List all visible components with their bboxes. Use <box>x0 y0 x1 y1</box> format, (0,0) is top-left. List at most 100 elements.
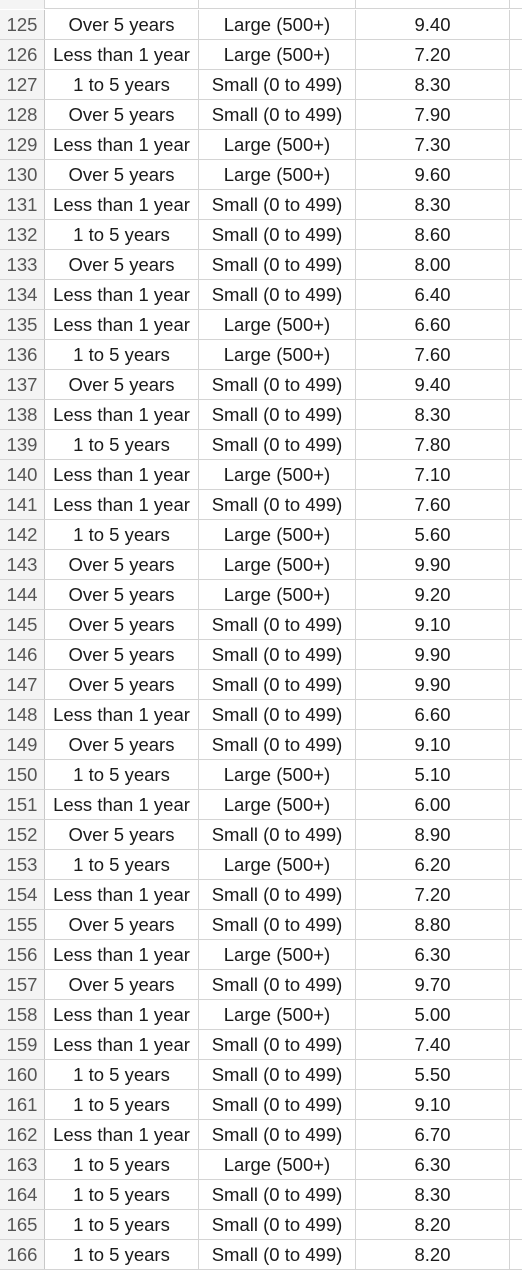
tenure-cell[interactable]: Over 5 years <box>45 250 199 279</box>
company-size-cell[interactable]: Small (0 to 499) <box>199 1180 356 1209</box>
score-cell[interactable]: 9.60 <box>356 160 510 189</box>
company-size-cell[interactable]: Small (0 to 499) <box>199 910 356 939</box>
empty-cell[interactable] <box>510 760 522 789</box>
row-number-header[interactable]: 148 <box>0 700 45 729</box>
row-number-header[interactable]: 136 <box>0 340 45 369</box>
empty-cell[interactable] <box>510 910 522 939</box>
row-number-header[interactable]: 127 <box>0 70 45 99</box>
company-size-cell[interactable]: Large (500+) <box>199 40 356 69</box>
row-number-header[interactable]: 161 <box>0 1090 45 1119</box>
tenure-cell[interactable]: Over 5 years <box>45 970 199 999</box>
company-size-cell[interactable]: Large (500+) <box>199 10 356 39</box>
empty-cell[interactable] <box>510 550 522 579</box>
company-size-cell[interactable]: Large (500+) <box>199 460 356 489</box>
empty-cell[interactable] <box>510 250 522 279</box>
company-size-cell[interactable]: Small (0 to 499) <box>199 610 356 639</box>
score-cell[interactable]: 5.10 <box>356 760 510 789</box>
tenure-cell[interactable]: Over 5 years <box>45 550 199 579</box>
row-number-header[interactable]: 154 <box>0 880 45 909</box>
company-size-cell[interactable]: Small (0 to 499) <box>199 1210 356 1239</box>
tenure-cell[interactable]: 1 to 5 years <box>45 760 199 789</box>
empty-cell[interactable] <box>510 1030 522 1059</box>
empty-cell[interactable] <box>510 670 522 699</box>
company-size-cell[interactable]: Small (0 to 499) <box>199 220 356 249</box>
empty-cell[interactable] <box>510 70 522 99</box>
score-cell[interactable]: 9.90 <box>356 640 510 669</box>
score-cell[interactable]: 6.60 <box>356 310 510 339</box>
tenure-cell[interactable]: 1 to 5 years <box>45 70 199 99</box>
tenure-cell[interactable]: Less than 1 year <box>45 1000 199 1029</box>
empty-cell[interactable] <box>510 1210 522 1239</box>
empty-cell[interactable] <box>510 880 522 909</box>
company-size-cell[interactable]: Small (0 to 499) <box>199 1090 356 1119</box>
empty-cell[interactable] <box>510 640 522 669</box>
empty-cell[interactable] <box>510 40 522 69</box>
score-cell[interactable]: 7.30 <box>356 130 510 159</box>
tenure-cell[interactable]: Less than 1 year <box>45 130 199 159</box>
score-cell[interactable]: 7.80 <box>356 430 510 459</box>
empty-cell[interactable] <box>510 1090 522 1119</box>
row-number-header[interactable]: 162 <box>0 1120 45 1149</box>
row-number-header[interactable]: 146 <box>0 640 45 669</box>
empty-cell[interactable] <box>510 280 522 309</box>
tenure-cell[interactable]: 1 to 5 years <box>45 430 199 459</box>
tenure-cell[interactable]: Over 5 years <box>45 910 199 939</box>
company-size-cell[interactable]: Small (0 to 499) <box>199 370 356 399</box>
row-number-header[interactable]: 150 <box>0 760 45 789</box>
tenure-cell[interactable]: Over 5 years <box>45 160 199 189</box>
score-cell[interactable]: 8.20 <box>356 1210 510 1239</box>
tenure-cell[interactable]: Over 5 years <box>45 370 199 399</box>
score-cell[interactable]: 8.30 <box>356 70 510 99</box>
company-size-cell[interactable]: Small (0 to 499) <box>199 1030 356 1059</box>
empty-cell[interactable] <box>510 1180 522 1209</box>
row-number-header[interactable]: 133 <box>0 250 45 279</box>
company-size-cell[interactable]: Large (500+) <box>199 790 356 819</box>
company-size-cell[interactable]: Small (0 to 499) <box>199 1120 356 1149</box>
empty-cell[interactable] <box>510 1060 522 1089</box>
company-size-cell[interactable]: Large (500+) <box>199 520 356 549</box>
row-number-header[interactable]: 137 <box>0 370 45 399</box>
row-number-header[interactable]: 152 <box>0 820 45 849</box>
company-size-cell[interactable]: Large (500+) <box>199 340 356 369</box>
row-number-header[interactable]: 130 <box>0 160 45 189</box>
row-number-header[interactable]: 132 <box>0 220 45 249</box>
score-cell[interactable]: 9.70 <box>356 970 510 999</box>
score-cell[interactable]: 8.00 <box>356 250 510 279</box>
row-number-header[interactable]: 143 <box>0 550 45 579</box>
company-size-cell[interactable]: Small (0 to 499) <box>199 970 356 999</box>
company-size-cell[interactable]: Large (500+) <box>199 940 356 969</box>
tenure-cell[interactable]: 1 to 5 years <box>45 1240 199 1269</box>
score-cell[interactable]: 9.10 <box>356 1090 510 1119</box>
tenure-cell[interactable]: Over 5 years <box>45 670 199 699</box>
score-cell[interactable]: 6.60 <box>356 700 510 729</box>
company-size-cell[interactable]: Small (0 to 499) <box>199 100 356 129</box>
row-number-header[interactable]: 131 <box>0 190 45 219</box>
company-size-cell[interactable]: Small (0 to 499) <box>199 490 356 519</box>
empty-cell[interactable] <box>510 850 522 879</box>
tenure-cell[interactable]: 1 to 5 years <box>45 220 199 249</box>
tenure-cell[interactable]: Less than 1 year <box>45 490 199 519</box>
company-size-cell[interactable]: Large (500+) <box>199 850 356 879</box>
empty-cell[interactable] <box>510 160 522 189</box>
score-cell[interactable]: 9.20 <box>356 580 510 609</box>
tenure-cell[interactable]: Over 5 years <box>45 820 199 849</box>
company-size-cell[interactable]: Large (500+) <box>199 1150 356 1179</box>
row-number-header[interactable]: 128 <box>0 100 45 129</box>
empty-cell[interactable] <box>510 790 522 819</box>
score-cell[interactable]: 7.60 <box>356 490 510 519</box>
company-size-cell[interactable]: Large (500+) <box>199 550 356 579</box>
empty-cell[interactable] <box>510 610 522 639</box>
empty-cell[interactable] <box>510 490 522 519</box>
tenure-cell[interactable]: Less than 1 year <box>45 40 199 69</box>
company-size-cell[interactable]: Small (0 to 499) <box>199 1240 356 1269</box>
tenure-cell[interactable]: Less than 1 year <box>45 1030 199 1059</box>
tenure-cell[interactable]: Over 5 years <box>45 10 199 39</box>
tenure-cell[interactable]: Less than 1 year <box>45 940 199 969</box>
empty-cell[interactable] <box>510 1120 522 1149</box>
row-number-header[interactable]: 134 <box>0 280 45 309</box>
empty-cell[interactable] <box>510 1150 522 1179</box>
row-number-header[interactable]: 157 <box>0 970 45 999</box>
company-size-cell[interactable]: Large (500+) <box>199 310 356 339</box>
row-number-header[interactable]: 129 <box>0 130 45 159</box>
score-cell[interactable]: 8.20 <box>356 1240 510 1269</box>
